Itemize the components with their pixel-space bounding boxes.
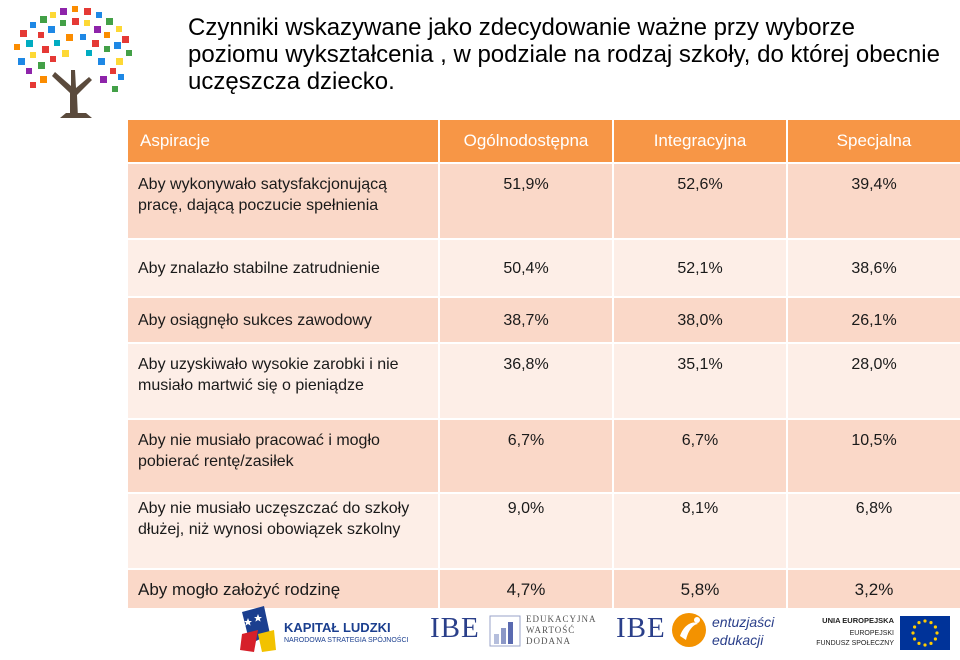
table-row: Aby nie musiało uczęszczać do szkoły dłu… xyxy=(126,492,960,570)
kapital-ludzki-logo: KAPITAŁ LUDZKI NARODOWA STRATEGIA SPÓJNO… xyxy=(236,604,408,654)
column-header-ogolnodostepna: Ogólnodostępna xyxy=(438,118,614,164)
ewd-mark-icon xyxy=(489,615,521,647)
ewd-line-2: WARTOŚĆ xyxy=(526,625,576,635)
kapital-ludzki-title: KAPITAŁ LUDZKI xyxy=(284,620,391,635)
value-cell: 5,8% xyxy=(612,568,788,610)
row-label: Aby nie musiało pracować i mogło pobiera… xyxy=(126,418,440,494)
ibe-wordmark: IBE xyxy=(430,612,480,644)
column-header-integracyjna: Integracyjna xyxy=(612,118,788,164)
table-header-row: Aspiracje Ogólnodostępna Integracyjna Sp… xyxy=(126,118,960,164)
row-label: Aby osiągnęło sukces zawodowy xyxy=(126,296,440,344)
value-cell: 35,1% xyxy=(612,342,788,420)
table-row: Aby mogło założyć rodzinę 4,7% 5,8% 3,2% xyxy=(126,568,960,610)
table-row: Aby wykonywało satysfakcjonującą pracę, … xyxy=(126,162,960,240)
value-cell: 38,7% xyxy=(438,296,614,344)
ibe-wordmark: IBE xyxy=(616,612,666,644)
value-cell: 38,6% xyxy=(786,238,960,298)
value-cell: 6,8% xyxy=(786,492,960,570)
value-cell: 10,5% xyxy=(786,418,960,494)
table-row: Aby uzyskiwało wysokie zarobki i nie mus… xyxy=(126,342,960,420)
value-cell: 26,1% xyxy=(786,296,960,344)
table-row: Aby osiągnęło sukces zawodowy 38,7% 38,0… xyxy=(126,296,960,344)
table-row: Aby nie musiało pracować i mogło pobiera… xyxy=(126,418,960,494)
column-header-specjalna: Specjalna xyxy=(786,118,960,164)
eu-logo: UNIA EUROPEJSKA EUROPEJSKI FUNDUSZ SPOŁE… xyxy=(800,614,950,656)
value-cell: 52,6% xyxy=(612,162,788,240)
eu-flag-icon xyxy=(900,616,950,650)
aspirations-table: Aspiracje Ogólnodostępna Integracyjna Sp… xyxy=(126,118,960,610)
tree-logo-icon xyxy=(0,0,155,152)
row-label: Aby wykonywało satysfakcjonującą pracę, … xyxy=(126,162,440,240)
eu-line-1: UNIA EUROPEJSKA xyxy=(822,616,894,625)
ibe-ewd-logo: IBE EDUKACYJNA WARTOŚĆ DODANA xyxy=(430,612,600,652)
value-cell: 50,4% xyxy=(438,238,614,298)
value-cell: 51,9% xyxy=(438,162,614,240)
table-row: Aby znalazło stabilne zatrudnienie 50,4%… xyxy=(126,238,960,298)
kapital-ludzki-subtitle: NARODOWA STRATEGIA SPÓJNOŚCI xyxy=(284,637,409,644)
eu-line-2: EUROPEJSKI xyxy=(849,630,894,637)
value-cell: 28,0% xyxy=(786,342,960,420)
entuzjasci-line-2: edukacji xyxy=(712,632,764,648)
value-cell: 39,4% xyxy=(786,162,960,240)
kapital-ludzki-emblem-icon xyxy=(240,606,276,652)
row-label: Aby mogło założyć rodzinę xyxy=(126,568,440,610)
value-cell: 6,7% xyxy=(612,418,788,494)
row-label: Aby uzyskiwało wysokie zarobki i nie mus… xyxy=(126,342,440,420)
value-cell: 8,1% xyxy=(612,492,788,570)
value-cell: 9,0% xyxy=(438,492,614,570)
row-label: Aby znalazło stabilne zatrudnienie xyxy=(126,238,440,298)
value-cell: 4,7% xyxy=(438,568,614,610)
row-label: Aby nie musiało uczęszczać do szkoły dłu… xyxy=(126,492,440,570)
value-cell: 52,1% xyxy=(612,238,788,298)
eu-line-3: FUNDUSZ SPOŁECZNY xyxy=(816,640,894,647)
entuzjasci-swirl-icon xyxy=(672,613,706,647)
ibe-entuzjasci-logo: IBE entuzjaści edukacji xyxy=(616,610,786,654)
ewd-line-1: EDUKACYJNA xyxy=(526,614,597,624)
value-cell: 36,8% xyxy=(438,342,614,420)
column-header-aspiracje: Aspiracje xyxy=(126,118,440,164)
value-cell: 6,7% xyxy=(438,418,614,494)
value-cell: 38,0% xyxy=(612,296,788,344)
ewd-line-3: DODANA xyxy=(526,636,571,646)
page-title: Czynniki wskazywane jako zdecydowanie wa… xyxy=(188,14,940,95)
entuzjasci-line-1: entuzjaści xyxy=(712,614,775,630)
value-cell: 3,2% xyxy=(786,568,960,610)
